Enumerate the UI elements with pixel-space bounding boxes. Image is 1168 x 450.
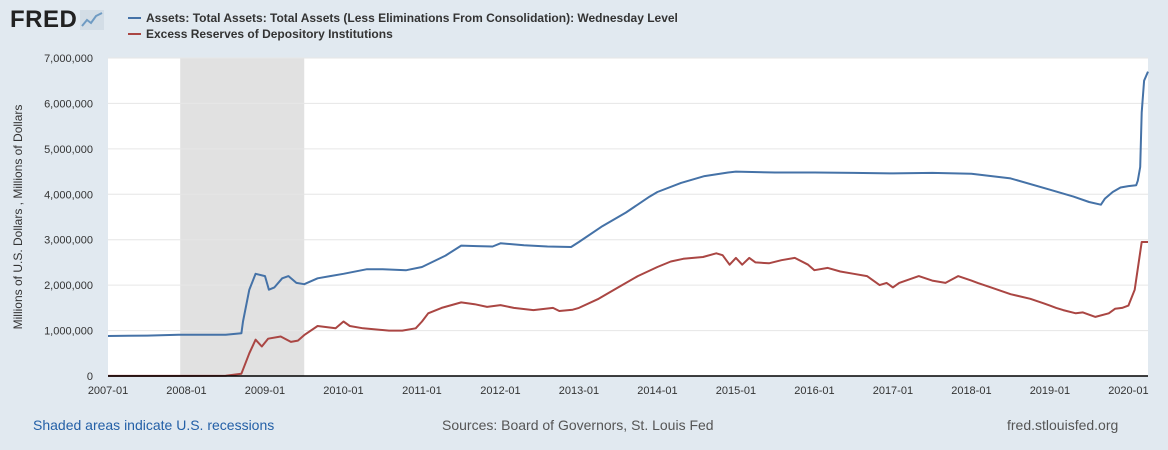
series-line-excess-reserves [108, 241, 1148, 377]
y-tick-label: 3,000,000 [44, 235, 93, 247]
fred-logo[interactable]: FRED [10, 6, 105, 34]
x-tick-label: 2009-01 [245, 385, 285, 397]
logo-text: FRED [10, 6, 78, 33]
x-tick-label: 2014-01 [637, 385, 677, 397]
legend-item-reserves: Excess Reserves of Depository Institutio… [128, 26, 678, 42]
x-tick-label: 2016-01 [794, 385, 834, 397]
x-tick-labels: 2007-01 2008-01 2009-01 2010-01 2011-01 2012-… [88, 385, 1149, 397]
legend: Assets: Total Assets: Total Assets (Less… [128, 10, 678, 42]
x-tick-label: 2013-01 [559, 385, 599, 397]
legend-label-assets: Assets: Total Assets: Total Assets (Less… [146, 11, 678, 25]
grid-layer [108, 57, 1148, 332]
legend-label-reserves: Excess Reserves of Depository Institutio… [146, 27, 393, 41]
x-tick-label: 2012-01 [480, 385, 520, 397]
y-axis-label: Millions of U.S. Dollars , Millions of D… [11, 105, 25, 330]
y-tick-label: 5,000,000 [44, 144, 93, 156]
x-tick-label: 2010-01 [323, 385, 363, 397]
y-tick-labels: 0 1,000,000 2,000,000 3,000,000 4,000,000 5,0… [44, 53, 93, 383]
y-tick-label: 7,000,000 [44, 53, 93, 65]
reserves-swatch [128, 33, 141, 35]
y-tick-label: 6,000,000 [44, 98, 93, 110]
x-tick-label: 2007-01 [88, 385, 128, 397]
recession-note-link[interactable]: Shaded areas indicate U.S. recessions [33, 417, 275, 433]
y-tick-label: 1,000,000 [44, 326, 93, 338]
y-tick-label: 0 [87, 371, 93, 383]
x-tick-label: 2020-01 [1108, 385, 1148, 397]
assets-swatch [128, 17, 141, 19]
sources-text: Sources: Board of Governors, St. Louis F… [442, 417, 714, 433]
x-tick-label: 2008-01 [166, 385, 206, 397]
site-link[interactable]: fred.stlouisfed.org [1007, 417, 1119, 433]
x-tick-label: 2015-01 [716, 385, 756, 397]
x-tick-label: 2018-01 [951, 385, 991, 397]
y-tick-label: 2,000,000 [44, 280, 93, 292]
x-tick-label: 2019-01 [1030, 385, 1070, 397]
legend-item-assets: Assets: Total Assets: Total Assets (Less… [128, 10, 678, 26]
series-layer [107, 71, 1149, 377]
x-tick-label: 2017-01 [873, 385, 913, 397]
x-tick-label: 2011-01 [402, 385, 442, 397]
chart-line-icon [80, 10, 105, 30]
series-line-assets [107, 71, 1149, 337]
y-tick-label: 4,000,000 [44, 189, 93, 201]
